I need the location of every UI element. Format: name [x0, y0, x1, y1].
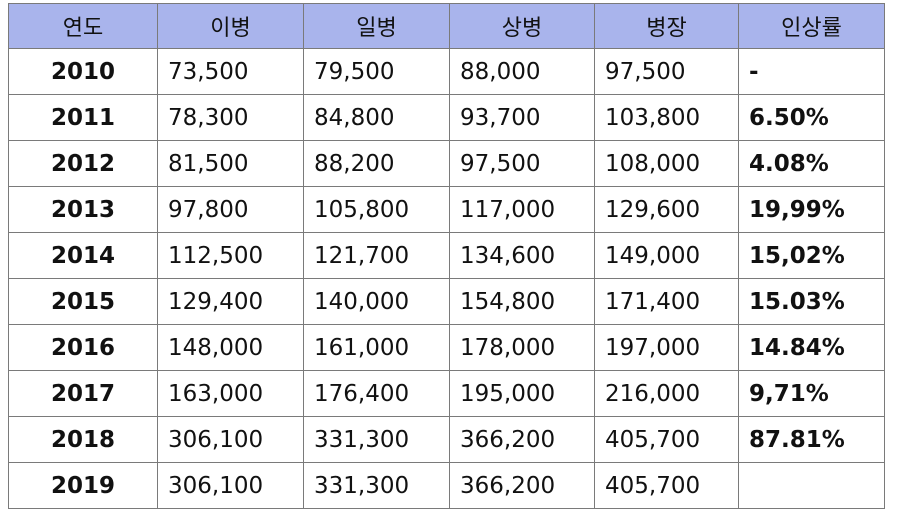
table-row: 2013 97,800 105,800 117,000 129,600 19,99% [8, 186, 885, 233]
pfc-cell: 84,800 [303, 94, 450, 141]
corporal-cell: 366,200 [449, 416, 595, 463]
table-row: 2017 163,000 176,400 195,000 216,000 9,71% [8, 370, 885, 417]
pfc-cell: 88,200 [303, 140, 450, 187]
private-cell: 97,800 [157, 186, 304, 233]
sergeant-cell: 149,000 [594, 232, 739, 279]
rate-cell: 4.08% [738, 140, 885, 187]
rate-cell: 6.50% [738, 94, 885, 141]
table-row: 2014 112,500 121,700 134,600 149,000 15,02% [8, 232, 885, 279]
header-year: 연도 [8, 3, 158, 49]
table-row: 2018 306,100 331,300 366,200 405,700 87.81% [8, 416, 885, 463]
sergeant-cell: 405,700 [594, 416, 739, 463]
table-row: 2019 306,100 331,300 366,200 405,700 [8, 462, 885, 509]
year-cell: 2012 [8, 140, 158, 187]
private-cell: 163,000 [157, 370, 304, 417]
rate-cell: - [738, 48, 885, 95]
private-cell: 306,100 [157, 416, 304, 463]
sergeant-cell: 129,600 [594, 186, 739, 233]
private-cell: 148,000 [157, 324, 304, 371]
pfc-cell: 331,300 [303, 462, 450, 509]
corporal-cell: 93,700 [449, 94, 595, 141]
corporal-cell: 154,800 [449, 278, 595, 325]
header-private: 이병 [157, 3, 304, 49]
year-cell: 2017 [8, 370, 158, 417]
pfc-cell: 105,800 [303, 186, 450, 233]
rate-cell: 14.84% [738, 324, 885, 371]
year-cell: 2019 [8, 462, 158, 509]
header-private-first-class: 일병 [303, 3, 450, 49]
rate-cell: 19,99% [738, 186, 885, 233]
private-cell: 306,100 [157, 462, 304, 509]
pfc-cell: 140,000 [303, 278, 450, 325]
table-row: 2011 78,300 84,800 93,700 103,800 6.50% [8, 94, 885, 141]
private-cell: 81,500 [157, 140, 304, 187]
corporal-cell: 117,000 [449, 186, 595, 233]
table-row: 2016 148,000 161,000 178,000 197,000 14.84% [8, 324, 885, 371]
year-cell: 2010 [8, 48, 158, 95]
rate-cell: 9,71% [738, 370, 885, 417]
year-cell: 2018 [8, 416, 158, 463]
year-cell: 2011 [8, 94, 158, 141]
header-sergeant: 병장 [594, 3, 739, 49]
table-header: 연도 이병 일병 상병 병장 인상률 [8, 3, 885, 49]
table-row: 2010 73,500 79,500 88,000 97,500- [8, 48, 885, 95]
corporal-cell: 88,000 [449, 48, 595, 95]
header-row: 연도 이병 일병 상병 병장 인상률 [8, 3, 885, 49]
sergeant-cell: 97,500 [594, 48, 739, 95]
table-row: 2015 129,400 140,000 154,800 171,400 15.03% [8, 278, 885, 325]
rate-cell [738, 462, 885, 509]
year-cell: 2014 [8, 232, 158, 279]
sergeant-cell: 103,800 [594, 94, 739, 141]
corporal-cell: 366,200 [449, 462, 595, 509]
private-cell: 129,400 [157, 278, 304, 325]
corporal-cell: 178,000 [449, 324, 595, 371]
private-cell: 78,300 [157, 94, 304, 141]
pay-table: 연도 이병 일병 상병 병장 인상률 2010 73,500 79,500 88,00… [8, 3, 885, 509]
pfc-cell: 161,000 [303, 324, 450, 371]
sergeant-cell: 405,700 [594, 462, 739, 509]
sergeant-cell: 108,000 [594, 140, 739, 187]
private-cell: 73,500 [157, 48, 304, 95]
sergeant-cell: 197,000 [594, 324, 739, 371]
corporal-cell: 195,000 [449, 370, 595, 417]
pfc-cell: 331,300 [303, 416, 450, 463]
corporal-cell: 134,600 [449, 232, 595, 279]
pfc-cell: 121,700 [303, 232, 450, 279]
table-body: 2010 73,500 79,500 88,000 97,500-2011 78,300 8… [8, 48, 885, 509]
year-cell: 2016 [8, 324, 158, 371]
sergeant-cell: 171,400 [594, 278, 739, 325]
rate-cell: 87.81% [738, 416, 885, 463]
table-row: 2012 81,500 88,200 97,500 108,000 4.08% [8, 140, 885, 187]
pfc-cell: 79,500 [303, 48, 450, 95]
private-cell: 112,500 [157, 232, 304, 279]
header-corporal: 상병 [449, 3, 595, 49]
year-cell: 2015 [8, 278, 158, 325]
sergeant-cell: 216,000 [594, 370, 739, 417]
rate-cell: 15.03% [738, 278, 885, 325]
rate-cell: 15,02% [738, 232, 885, 279]
pfc-cell: 176,400 [303, 370, 450, 417]
corporal-cell: 97,500 [449, 140, 595, 187]
header-increase-rate: 인상률 [738, 3, 885, 49]
year-cell: 2013 [8, 186, 158, 233]
